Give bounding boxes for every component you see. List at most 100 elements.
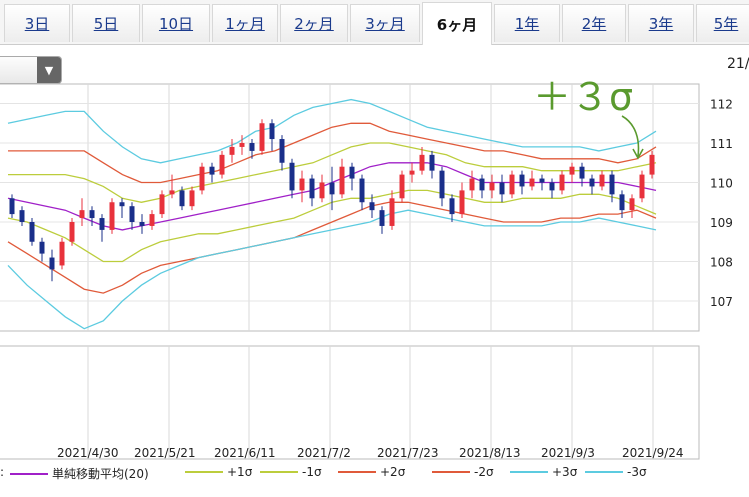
candle-body bbox=[209, 166, 215, 175]
candle-body bbox=[299, 178, 305, 191]
candle-body bbox=[279, 139, 285, 163]
candle-body bbox=[629, 198, 635, 211]
candle-body bbox=[569, 166, 575, 175]
candle-body bbox=[649, 154, 655, 175]
candle-body bbox=[579, 166, 585, 179]
candle-body bbox=[249, 143, 255, 151]
candle-body bbox=[449, 198, 455, 215]
y-tick-label: 112 bbox=[710, 98, 733, 112]
line-p1 bbox=[8, 142, 657, 203]
tab-2[interactable]: 5日 bbox=[72, 4, 140, 42]
legend-item-sma: 単純移動平均(20) bbox=[10, 465, 149, 482]
tab-6[interactable]: 3ヶ月 bbox=[350, 4, 420, 42]
tab-3[interactable]: 10日 bbox=[142, 4, 210, 42]
legend-swatch bbox=[510, 471, 548, 473]
candle-body bbox=[489, 182, 495, 191]
candle-body bbox=[219, 154, 225, 175]
candle-body bbox=[509, 174, 515, 195]
candle-body bbox=[289, 162, 295, 191]
legend-prefix: : bbox=[0, 465, 5, 479]
candle-body bbox=[39, 241, 45, 254]
candle-body bbox=[259, 123, 265, 151]
legend-item-m2: -2σ bbox=[432, 465, 494, 479]
candle-body bbox=[359, 178, 365, 203]
candle-body bbox=[199, 166, 205, 191]
legend-swatch bbox=[432, 471, 470, 473]
tab-10[interactable]: 3年 bbox=[628, 4, 694, 42]
candle-body bbox=[9, 198, 15, 215]
tab-1[interactable]: 3日 bbox=[4, 4, 70, 42]
candle-body bbox=[639, 174, 645, 199]
candle-body bbox=[149, 214, 155, 226]
legend-label: +3σ bbox=[552, 465, 578, 479]
y-tick-label: 110 bbox=[710, 177, 733, 191]
tab-11[interactable]: 5年 bbox=[696, 4, 749, 42]
candle-body bbox=[79, 210, 85, 219]
candle-body bbox=[179, 190, 185, 207]
candle-body bbox=[589, 178, 595, 187]
tab-7[interactable]: 6ヶ月 bbox=[422, 2, 492, 45]
candle-body bbox=[379, 210, 385, 226]
legend-swatch bbox=[260, 471, 298, 473]
date-label-top-right: 21/ bbox=[727, 56, 749, 72]
candle-body bbox=[69, 222, 75, 242]
candle-body bbox=[119, 202, 125, 207]
x-tick-label: 2021/9/3 bbox=[541, 446, 595, 460]
sub-plot-frame bbox=[0, 345, 700, 460]
candle-body bbox=[329, 182, 335, 195]
x-tick-label: 2021/6/11 bbox=[214, 446, 276, 460]
legend-label: -1σ bbox=[302, 465, 322, 479]
period-tabs: 3日 5日 10日 1ヶ月 2ヶ月 3ヶ月 6ヶ月 1年 2年 3年 5年 bbox=[0, 0, 749, 45]
candle-body bbox=[539, 178, 545, 183]
indicator-dropdown[interactable]: ▼ bbox=[0, 56, 62, 84]
line-m3 bbox=[7, 209, 657, 330]
candle-body bbox=[229, 146, 235, 155]
candle-body bbox=[89, 210, 95, 219]
x-tick-label: 2021/4/30 bbox=[57, 446, 119, 460]
legend-label: +1σ bbox=[227, 465, 253, 479]
candle-body bbox=[99, 218, 105, 230]
y-tick-label: 109 bbox=[710, 216, 733, 230]
y-tick-label: 108 bbox=[710, 256, 733, 270]
candle-body bbox=[389, 198, 395, 226]
legend-swatch bbox=[10, 472, 48, 475]
candle-body bbox=[59, 241, 65, 266]
line-p3 bbox=[7, 98, 657, 164]
candle-body bbox=[159, 194, 165, 215]
tab-9[interactable]: 2年 bbox=[562, 4, 626, 42]
candle-body bbox=[439, 170, 445, 199]
legend-item-m3: -3σ bbox=[585, 465, 647, 479]
tab-5[interactable]: 2ヶ月 bbox=[280, 4, 348, 42]
candle-body bbox=[479, 178, 485, 191]
legend-swatch bbox=[185, 471, 223, 473]
line-m2 bbox=[7, 201, 657, 294]
candle-body bbox=[169, 190, 175, 195]
x-tick-label: 2021/5/21 bbox=[134, 446, 196, 460]
candle-body bbox=[269, 123, 275, 140]
candle-body bbox=[599, 174, 605, 187]
legend-swatch bbox=[338, 471, 376, 473]
candle-body bbox=[319, 182, 325, 199]
candle-body bbox=[339, 166, 345, 195]
tab-8[interactable]: 1年 bbox=[494, 4, 560, 42]
x-tick-label: 2021/8/13 bbox=[459, 446, 521, 460]
tab-4[interactable]: 1ヶ月 bbox=[212, 4, 278, 42]
candle-body bbox=[609, 174, 615, 195]
candle-body bbox=[409, 170, 415, 175]
legend-item-m1: -1σ bbox=[260, 465, 322, 479]
legend-label: 単純移動平均(20) bbox=[52, 467, 149, 481]
candle-body bbox=[529, 178, 535, 187]
candle-body bbox=[429, 154, 435, 171]
chart-legend: : 単純移動平均(20) +1σ -1σ +2σ -2σ +3σ -3σ bbox=[0, 462, 749, 484]
candle-body bbox=[239, 143, 245, 147]
legend-label: -2σ bbox=[474, 465, 494, 479]
candle-body bbox=[29, 222, 35, 242]
candle-body bbox=[549, 182, 555, 191]
candle-body bbox=[189, 190, 195, 207]
y-tick-label: 111 bbox=[710, 137, 733, 151]
candle-body bbox=[139, 222, 145, 226]
candle-body bbox=[559, 174, 565, 191]
candle-body bbox=[349, 166, 355, 179]
candle-body bbox=[309, 178, 315, 199]
